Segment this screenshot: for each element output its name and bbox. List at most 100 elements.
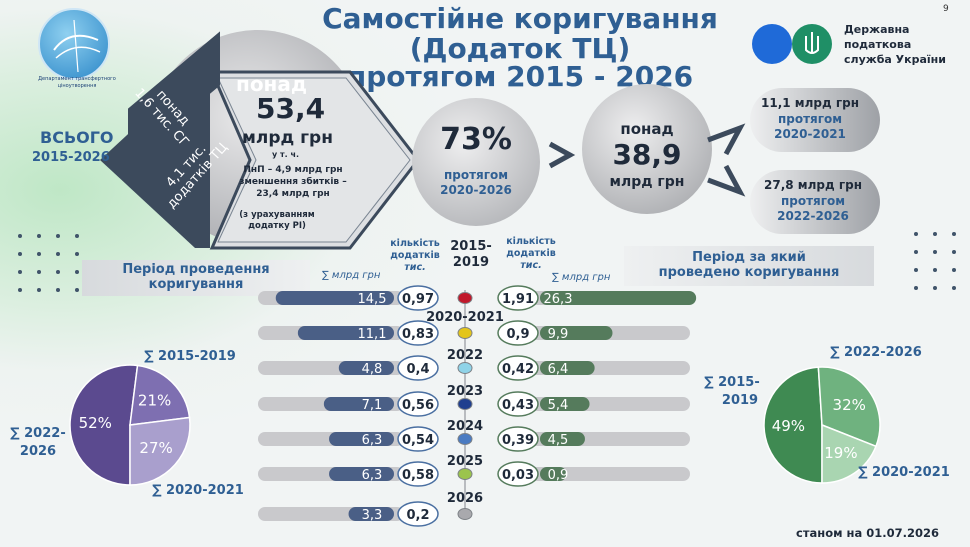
timeline-dot (457, 468, 473, 480)
total-label: ВСЬОГО (40, 128, 114, 147)
page-number: 9 (943, 4, 949, 14)
left-pie-category: ∑ 2015-2019 (144, 349, 236, 364)
right-pie-category: ∑ 2015- (704, 375, 759, 390)
right-count-oval (497, 285, 539, 311)
dot-grid-right (914, 232, 970, 290)
right-count-value: 1,91 (502, 292, 534, 307)
left-sum-bar (329, 432, 394, 446)
period-label: 2025 (447, 454, 483, 469)
pill-bottom-amount: 27,8 млрд грн (764, 178, 862, 192)
left-sum-value: 6,3 (362, 433, 383, 448)
right-track (530, 467, 690, 481)
big-amount-circle (582, 84, 712, 214)
tryzub-logo-icon (792, 24, 832, 64)
left-count-value: 0,4 (406, 362, 429, 377)
right-pie-category: ∑ 2022-2026 (830, 345, 922, 360)
left-sum-bar (275, 291, 394, 305)
timeline-dot (457, 292, 473, 304)
left-pie-category: 2026 (20, 444, 56, 459)
left-sum-bar (348, 507, 394, 521)
pill-2022-2026 (750, 170, 880, 234)
timeline-dot (457, 398, 473, 410)
left-count-oval (397, 320, 439, 346)
left-sum-bar (323, 397, 394, 411)
right-sum-bar (540, 361, 595, 375)
right-sum-value: 26,3 (544, 292, 573, 307)
period-label: 2023 (447, 384, 483, 399)
right-section-banner (624, 246, 874, 286)
left-pie-category: ∑ 2022- (10, 426, 65, 441)
left-pie-slice-label: 52% (79, 414, 112, 432)
left-count-value: 0,56 (402, 398, 434, 413)
right-pie-slice-label: 32% (833, 396, 866, 414)
blue-circle-logo-icon (752, 24, 792, 64)
total-unit: млрд грн (242, 128, 333, 148)
period-label: 2022 (447, 348, 483, 363)
right-count-oval (497, 461, 539, 487)
right-sum-bar (540, 326, 613, 340)
left-sum-value: 14,5 (358, 292, 387, 307)
right-pie-slice-label: 49% (772, 417, 805, 435)
total-over: понад (236, 72, 308, 96)
left-pie-slice-label: 21% (138, 391, 171, 409)
left-sum-value: 3,3 (362, 508, 383, 523)
total-chevron (100, 70, 420, 250)
right-count-oval (497, 426, 539, 452)
big-unit: млрд грн (609, 174, 685, 190)
timeline-dot (457, 433, 473, 445)
right-sum-bar (540, 467, 567, 481)
logo-caption: Департамент трансфертного ціноутворення (38, 76, 116, 89)
left-pie-slice (129, 364, 191, 426)
total-amount: 53,4 (256, 92, 326, 125)
right-count-value: 0,03 (502, 468, 534, 483)
right-pie-category: 2019 (722, 393, 758, 408)
pill-2020-2021 (750, 88, 880, 152)
arrow-right-icon (548, 141, 576, 169)
left-sum-value: 6,3 (362, 468, 383, 483)
dot-grid-left (18, 234, 80, 292)
left-pie-category: ∑ 2020-2021 (152, 483, 244, 498)
right-pie-slice-label: 19% (824, 444, 857, 462)
right-pie-category: ∑ 2020-2021 (858, 465, 950, 480)
left-sum-value: 11,1 (358, 327, 387, 342)
right-count-oval (497, 355, 539, 381)
title-line-2: (Додаток ТЦ) (409, 32, 631, 65)
total-breakdown: ПнП – 4,9 млрд грн зменшення збитків – 2… (239, 165, 347, 199)
left-sum-bar (297, 326, 394, 340)
right-sum-value: 6,4 (548, 362, 569, 377)
right-count-value: 0,42 (502, 362, 534, 377)
big-over: понад (620, 120, 674, 138)
left-sum-bar (329, 467, 394, 481)
left-sum-header: ∑ млрд грн (322, 270, 381, 281)
left-count-value: 0,83 (402, 327, 434, 342)
left-sum-value: 7,1 (362, 398, 383, 413)
pill-bottom-period: протягом 2022-2026 (777, 194, 849, 223)
right-sum-value: 5,4 (548, 398, 569, 413)
left-pie-slice-label: 27% (139, 439, 172, 457)
left-section-title: Період проведення коригування (122, 262, 270, 292)
left-pie-slice (69, 364, 139, 486)
right-section-title: Період за який проведено коригування (658, 250, 840, 280)
period-label: 2024 (447, 419, 483, 434)
left-count-oval (397, 426, 439, 452)
right-count-value: 0,43 (502, 398, 534, 413)
right-count-oval (497, 320, 539, 346)
right-sum-value: 4,5 (548, 433, 569, 448)
right-sum-value: 0,9 (548, 468, 569, 483)
as-of-date: станом на 01.07.2026 (796, 526, 939, 540)
right-pie-slice (817, 366, 881, 448)
right-sum-bar (540, 432, 585, 446)
left-count-oval (397, 355, 439, 381)
total-period: 2015-2026 (32, 150, 110, 165)
timeline-dot (457, 508, 473, 520)
right-pie-slice (821, 423, 877, 484)
big-amount: 38,9 (612, 138, 682, 171)
right-count-header: кількість додатків тис. (506, 236, 556, 271)
left-count-value: 0,2 (406, 508, 429, 523)
left-section-banner (82, 260, 310, 296)
left-count-oval (397, 285, 439, 311)
tax-service-name: Державна податкова служба України (844, 23, 946, 66)
pill-top-amount: 11,1 млрд грн (761, 96, 859, 110)
